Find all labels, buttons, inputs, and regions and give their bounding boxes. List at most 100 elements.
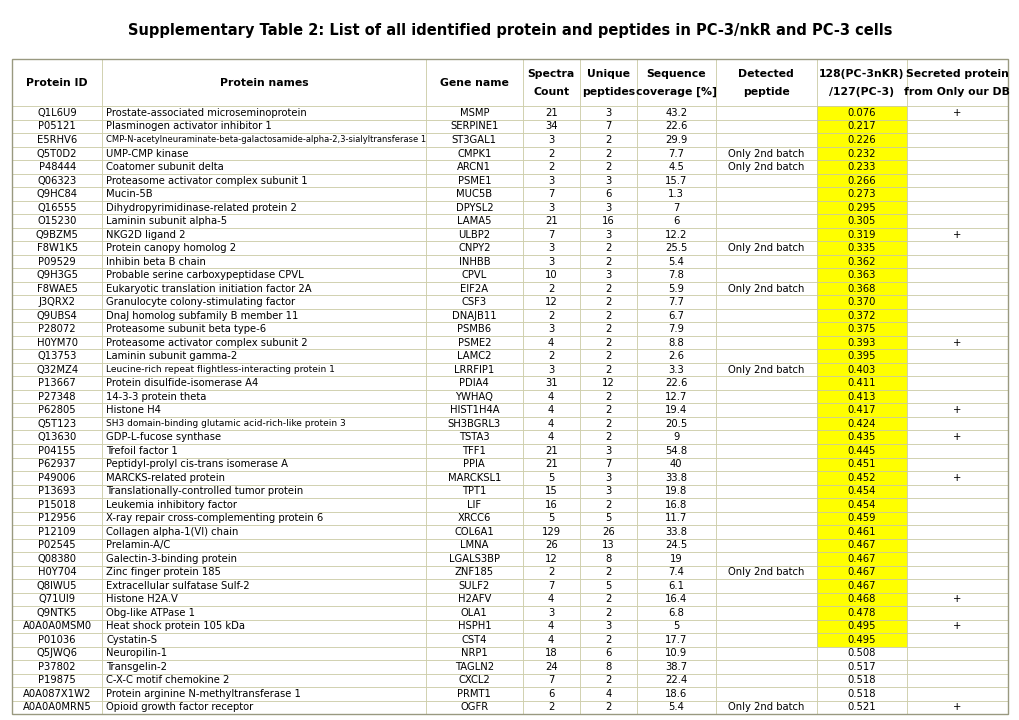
Text: 17.7: 17.7: [664, 635, 687, 645]
Text: XRCC6: XRCC6: [458, 513, 490, 523]
Bar: [426, 107, 522, 120]
Bar: [636, 471, 715, 485]
Text: 0.435: 0.435: [847, 432, 875, 442]
Text: 3: 3: [604, 270, 610, 280]
Bar: [522, 660, 579, 674]
Bar: [715, 552, 816, 566]
Bar: [906, 417, 1007, 431]
Text: 2: 2: [604, 405, 610, 415]
Bar: [636, 241, 715, 255]
Bar: [715, 309, 816, 323]
Bar: [426, 323, 522, 336]
Text: 7.8: 7.8: [667, 270, 684, 280]
Text: Histone H2A.V: Histone H2A.V: [106, 595, 178, 604]
Text: Inhibin beta B chain: Inhibin beta B chain: [106, 256, 206, 266]
Bar: [102, 349, 426, 363]
Bar: [579, 471, 636, 485]
Text: 2.6: 2.6: [667, 351, 684, 361]
Bar: [906, 133, 1007, 147]
Text: E5RHV6: E5RHV6: [37, 135, 77, 145]
Text: 2: 2: [604, 500, 610, 510]
Bar: [636, 539, 715, 552]
Text: Q9H3G5: Q9H3G5: [37, 270, 78, 280]
Text: MSMP: MSMP: [460, 108, 488, 118]
Text: O15230: O15230: [38, 216, 76, 226]
Bar: [426, 147, 522, 161]
Text: P12109: P12109: [39, 527, 76, 537]
Text: 0.424: 0.424: [847, 419, 875, 428]
Text: 38.7: 38.7: [664, 662, 687, 672]
Text: 7: 7: [547, 189, 553, 199]
Bar: [906, 255, 1007, 269]
Bar: [102, 485, 426, 498]
Bar: [715, 431, 816, 444]
Bar: [522, 133, 579, 147]
Bar: [715, 133, 816, 147]
Text: 16: 16: [544, 500, 557, 510]
Text: HIST1H4A: HIST1H4A: [449, 405, 498, 415]
Text: 2: 2: [604, 338, 610, 348]
Bar: [102, 539, 426, 552]
Text: 33.8: 33.8: [664, 527, 687, 537]
Text: SULF2: SULF2: [459, 581, 489, 591]
Text: Protein ID: Protein ID: [26, 78, 88, 88]
Bar: [579, 295, 636, 309]
Bar: [579, 633, 636, 647]
Bar: [906, 633, 1007, 647]
Bar: [579, 566, 636, 579]
Bar: [816, 377, 906, 390]
Bar: [636, 444, 715, 457]
Bar: [715, 498, 816, 512]
Text: 2: 2: [604, 635, 610, 645]
Bar: [636, 282, 715, 295]
Bar: [522, 174, 579, 187]
Bar: [715, 228, 816, 241]
Bar: [816, 120, 906, 133]
Text: 20.5: 20.5: [664, 419, 687, 428]
Text: 19: 19: [669, 554, 682, 564]
Text: +: +: [952, 621, 961, 631]
Text: 6: 6: [604, 189, 610, 199]
Bar: [426, 431, 522, 444]
Text: PRMT1: PRMT1: [457, 689, 491, 699]
Text: 7: 7: [547, 581, 553, 591]
Bar: [816, 539, 906, 552]
Bar: [426, 174, 522, 187]
Bar: [906, 457, 1007, 471]
Bar: [426, 403, 522, 417]
Text: 21: 21: [544, 216, 557, 226]
Text: 0.508: 0.508: [847, 649, 875, 658]
Bar: [102, 417, 426, 431]
Text: Eukaryotic translation initiation factor 2A: Eukaryotic translation initiation factor…: [106, 284, 312, 294]
Text: Mucin-5B: Mucin-5B: [106, 189, 153, 199]
Bar: [906, 552, 1007, 566]
Text: 3: 3: [604, 486, 610, 496]
Text: 21: 21: [544, 459, 557, 469]
Bar: [579, 620, 636, 633]
Text: ST3GAL1: ST3GAL1: [451, 135, 496, 145]
Text: Supplementary Table 2: List of all identified protein and peptides in PC-3/nkR a: Supplementary Table 2: List of all ident…: [127, 23, 892, 37]
Text: 5.4: 5.4: [667, 256, 684, 266]
Text: EIF2A: EIF2A: [460, 284, 488, 294]
Bar: [102, 107, 426, 120]
Text: 3: 3: [604, 621, 610, 631]
Text: 0.518: 0.518: [847, 689, 875, 699]
Bar: [522, 349, 579, 363]
Text: 4: 4: [547, 432, 553, 442]
Text: 0.445: 0.445: [847, 446, 875, 456]
Text: Q08380: Q08380: [38, 554, 76, 564]
Bar: [102, 579, 426, 593]
Text: P05121: P05121: [39, 122, 76, 132]
Bar: [579, 336, 636, 349]
Bar: [906, 336, 1007, 349]
Text: 7: 7: [673, 202, 679, 212]
Text: C-X-C motif chemokine 2: C-X-C motif chemokine 2: [106, 675, 229, 685]
Bar: [12, 687, 102, 701]
Text: Spectra: Spectra: [527, 69, 575, 79]
Bar: [102, 457, 426, 471]
Bar: [12, 471, 102, 485]
Text: 10.9: 10.9: [664, 649, 687, 658]
Bar: [816, 349, 906, 363]
Bar: [816, 59, 906, 107]
Bar: [12, 201, 102, 215]
